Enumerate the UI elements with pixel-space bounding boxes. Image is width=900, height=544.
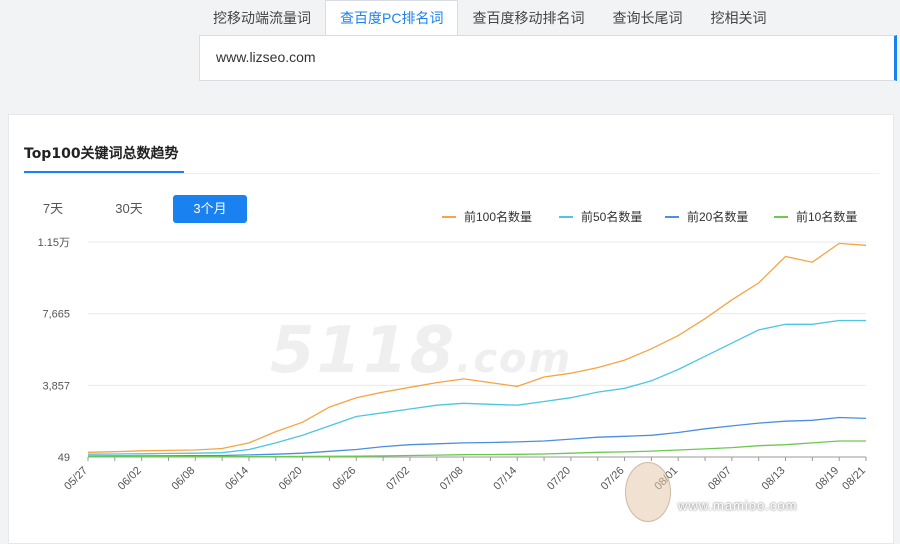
tab-baidu-mobile-rank-words[interactable]: 查百度移动排名词 [472,10,585,26]
search-box [199,35,897,81]
series-line-3 [88,440,866,458]
series-line-1 [87,319,866,455]
x-tick-label: 08/19 [813,465,841,493]
x-tick-label: 06/20 [277,465,305,493]
query-tabs: 挖移动端流量词 查百度PC排名词 查百度移动排名词 查询长尾词 挖相关词 [199,0,780,36]
legend-item-top100[interactable]: 前100名数量 [442,208,532,225]
tab-mobile-traffic-words[interactable]: 挖移动端流量词 [213,10,311,26]
x-tick-label: 07/14 [491,465,519,493]
legend-item-top50[interactable]: 前50名数量 [559,208,642,225]
legend-item-top10[interactable]: 前10名数量 [774,208,857,225]
y-tick-label: 49 [58,452,70,464]
legend-label-top100: 前100名数量 [464,210,533,224]
legend-swatch-top100 [442,215,456,218]
x-tick-label: 07/08 [438,465,466,493]
x-tick-label: 07/20 [545,465,573,493]
x-tick-label: 06/02 [116,465,144,493]
x-tick-label: 06/08 [169,465,197,493]
trend-card: Top100关键词总数趋势 7天 30天 3个月 前100名数量 前50名数量 … [8,114,894,544]
legend-swatch-top20 [665,215,679,218]
mascot-face-icon [625,462,671,522]
x-tick-label: 06/26 [330,465,358,493]
legend-swatch-top10 [774,215,788,218]
y-tick-label: 1.15万 [38,237,70,249]
footer-watermark: www.mamioo.com [678,498,798,513]
x-tick-label: 05/27 [62,465,90,493]
range-3-months-button[interactable]: 3个月 [173,195,247,223]
active-title-underline [24,171,184,173]
trend-chart: 49 3,857 7,665 1.15万 05/27 06/02 06/08 06/14 06/… [38,237,869,493]
search-input[interactable] [216,49,816,65]
watermark-5118: 5118.com [270,314,573,388]
x-tick-label: 07/02 [384,465,412,493]
tab-long-tail-words[interactable]: 查询长尾词 [612,10,683,26]
series-line-0 [87,242,867,453]
y-tick-label: 7,665 [42,309,70,321]
card-divider [24,173,879,174]
x-tick-label: 08/13 [760,465,788,493]
x-tick-label: 08/21 [840,465,868,493]
legend-item-top20[interactable]: 前20名数量 [665,208,748,225]
legend-label-top20: 前20名数量 [687,210,749,224]
card-title: Top100关键词总数趋势 [24,146,179,162]
y-tick-label: 3,857 [42,380,70,392]
series-line-2 [87,416,867,457]
x-tick-label: 08/07 [706,465,734,493]
tab-related-words[interactable]: 挖相关词 [710,10,767,26]
legend-label-top10: 前10名数量 [796,210,858,224]
x-tick-label: 07/26 [599,465,627,493]
range-30-days-button[interactable]: 30天 [115,201,143,216]
legend-label-top50: 前50名数量 [581,210,643,224]
tab-baidu-pc-rank-words[interactable]: 查百度PC排名词 [325,0,459,36]
range-7-days-button[interactable]: 7天 [42,201,64,216]
legend-swatch-top50 [559,215,573,218]
x-tick-label: 06/14 [223,465,251,493]
